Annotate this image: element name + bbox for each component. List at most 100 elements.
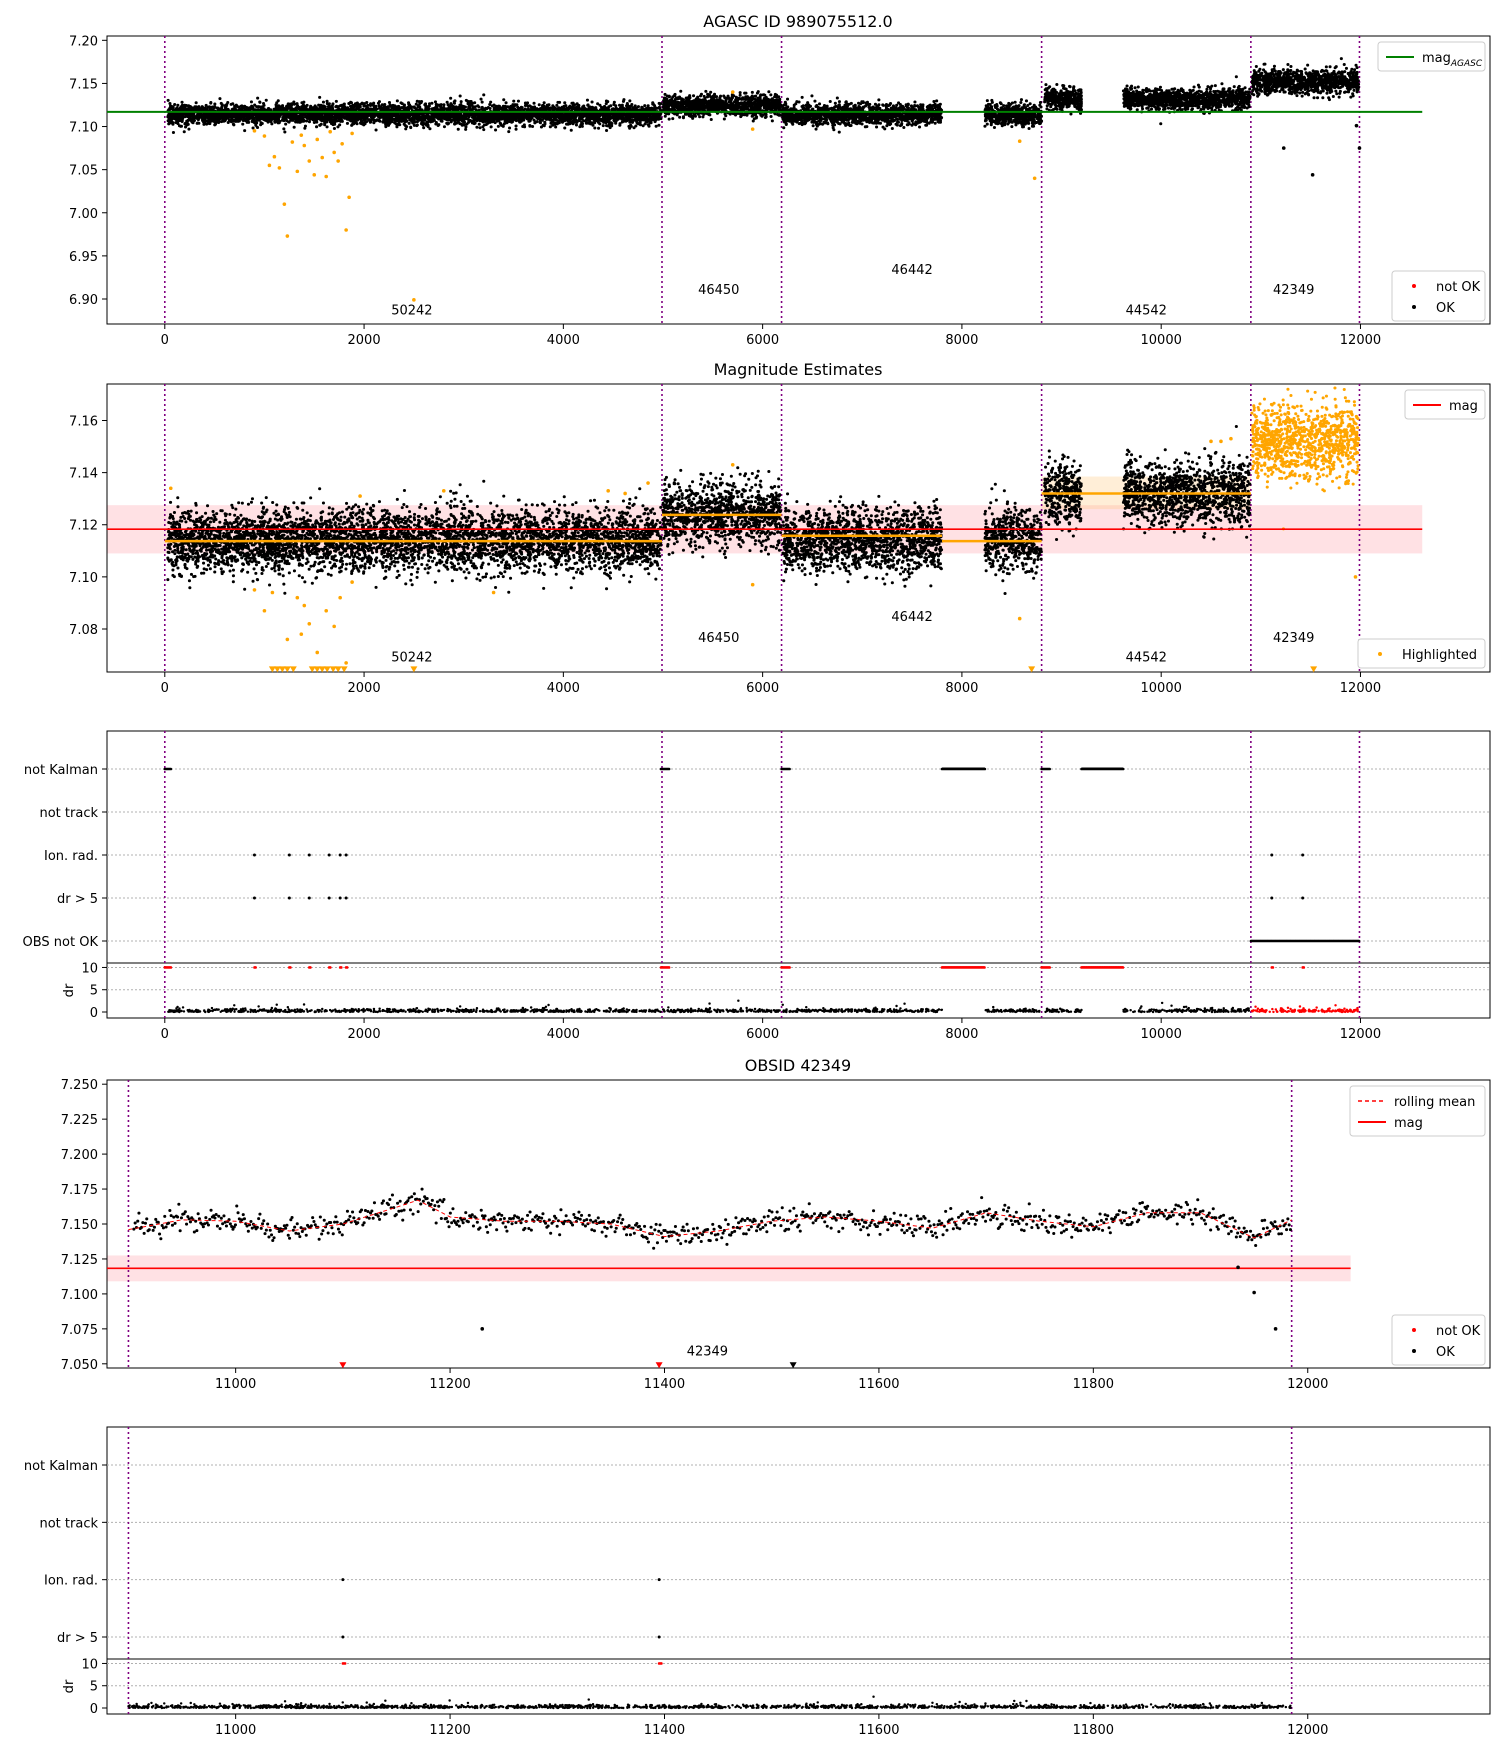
p4-legend-label: rolling mean: [1394, 1095, 1475, 1110]
p4-xtick-label: 11200: [429, 1377, 470, 1392]
p4-ok-point: [1273, 1327, 1278, 1331]
p4-status-legend-swatch: [1412, 1349, 1416, 1353]
p1-ok-point: [1281, 146, 1286, 150]
p5-flag-point: [341, 1578, 345, 1582]
p2-highlight-point: [295, 595, 300, 600]
p2-xtick-label: 6000: [746, 681, 779, 696]
p2-highlight-point: [623, 491, 627, 496]
p2-triangle-point: [329, 666, 337, 673]
p2-highlight-legend-swatch: [1378, 652, 1382, 656]
p1-obs-label: 46442: [891, 263, 932, 278]
p1-xtick-label: 12000: [1340, 333, 1381, 348]
p3-flag-point: [307, 853, 311, 857]
p2-data-points: [1250, 386, 1360, 531]
p5-row-label: not Kalman: [24, 1459, 98, 1474]
p1-highlight-point: [730, 90, 735, 94]
p1-highlight-point: [350, 131, 354, 136]
p1-obs-label: 50242: [391, 304, 432, 319]
p4-xtick-label: 12000: [1287, 1377, 1328, 1392]
p1-xtick-label: 4000: [547, 333, 580, 348]
p2-highlight-point: [315, 650, 320, 655]
p1-status-legend-label: OK: [1436, 301, 1455, 316]
p3-xtick-label: 6000: [746, 1027, 779, 1042]
p5-flag-point: [657, 1578, 661, 1582]
p3-flag-point: [1301, 896, 1305, 900]
p2-triangle-point: [313, 666, 321, 673]
p2-xtick-label: 2000: [348, 681, 381, 696]
p1-xtick-label: 0: [161, 333, 169, 348]
p3-flag-point: [344, 896, 348, 900]
p4-ytick-label: 7.125: [61, 1253, 98, 1268]
p1-highlight-point: [295, 169, 300, 174]
p1-frame: [106, 35, 1491, 325]
p4-ytick-label: 7.225: [61, 1113, 98, 1128]
p1-ok-point: [1357, 146, 1362, 150]
p2-triangle-point: [1028, 666, 1036, 673]
p3-dr-points: [984, 1005, 1041, 1014]
p1-highlight-point: [315, 137, 320, 142]
p2-triangle-point: [308, 666, 316, 673]
p3-flag-point: [307, 896, 311, 900]
p2-xtick-label: 12000: [1340, 681, 1381, 696]
p4-ytick-label: 7.175: [61, 1183, 98, 1198]
p4-ytick-label: 7.075: [61, 1323, 98, 1338]
p2-highlight-point: [606, 489, 610, 493]
p4-ytick-label: 7.250: [61, 1078, 98, 1093]
p2-xtick-label: 10000: [1141, 681, 1182, 696]
p2-highlight-point: [491, 590, 496, 595]
p3-xtick-label: 12000: [1340, 1027, 1381, 1042]
p2-highlight-point: [285, 637, 290, 642]
p5-flag-point: [657, 1635, 661, 1639]
p5-xtick-label: 11000: [215, 1723, 256, 1738]
p4-title: OBSID 42349: [745, 1056, 851, 1075]
p4-not-ok-triangle-point: [655, 1362, 663, 1369]
p2-triangle-point: [410, 666, 418, 673]
p2-xtick-label: 8000: [945, 681, 978, 696]
p2-xtick-label: 0: [161, 681, 169, 696]
p1-highlight-point: [277, 166, 282, 170]
p1-data-points: [1121, 75, 1252, 126]
p1-data-points: [1043, 83, 1083, 116]
p5-row-label: not track: [39, 1516, 98, 1531]
p1-highlight-point: [344, 228, 348, 232]
p1-highlight-point: [1017, 139, 1022, 143]
p1-highlight-point: [336, 159, 340, 163]
p4-status-legend-swatch: [1412, 1328, 1416, 1332]
p1-legend-box: [1377, 41, 1486, 72]
p2-highlight-point: [1219, 439, 1223, 444]
p2-ytick-label: 7.12: [69, 519, 98, 534]
p1-ytick-label: 7.05: [69, 164, 98, 179]
p3-dr-points: [1044, 1007, 1083, 1014]
p5-xtick-label: 11400: [644, 1723, 685, 1738]
p2-triangle-point: [323, 666, 331, 673]
p4-status-legend-label: OK: [1436, 1345, 1455, 1360]
p4-xtick-label: 11400: [644, 1377, 685, 1392]
p2-highlight-point: [350, 580, 354, 584]
p3-flag-point: [1270, 853, 1274, 857]
p2-legend-box: [1404, 389, 1486, 420]
p4-rolling-mean-line: [128, 1199, 1292, 1239]
p4-xtick-label: 11000: [215, 1377, 256, 1392]
p2-obs-label: 46450: [698, 631, 739, 646]
p2-triangle-point: [318, 666, 326, 673]
p2-triangle-point: [273, 666, 281, 673]
p1-highlight-point: [267, 163, 272, 168]
p2-highlight-point: [270, 590, 275, 595]
p1-status-legend-swatch: [1412, 305, 1416, 309]
chart-marks: 0 2000 4000 6000 8000 10000 120006.906.957.007…: [23, 34, 1491, 1738]
p3-flag-point: [338, 853, 342, 857]
p2-highlight-point: [1229, 436, 1233, 441]
p3-flag-point: [287, 896, 291, 900]
p4-ytick-label: 7.200: [61, 1148, 98, 1163]
p3-row-label: not track: [39, 806, 98, 821]
p2-legend-label: mag: [1449, 399, 1478, 414]
p2-title: Magnitude Estimates: [714, 360, 883, 379]
p2-ytick-label: 7.08: [69, 623, 98, 638]
p1-highlight-point: [262, 134, 267, 138]
p1-xtick-label: 10000: [1141, 333, 1182, 348]
p4-xtick-label: 11800: [1073, 1377, 1114, 1392]
p4-not-ok-triangle-point: [339, 1362, 347, 1369]
p2-ytick-label: 7.16: [69, 414, 98, 429]
p1-status-legend-label: not OK: [1436, 280, 1481, 295]
